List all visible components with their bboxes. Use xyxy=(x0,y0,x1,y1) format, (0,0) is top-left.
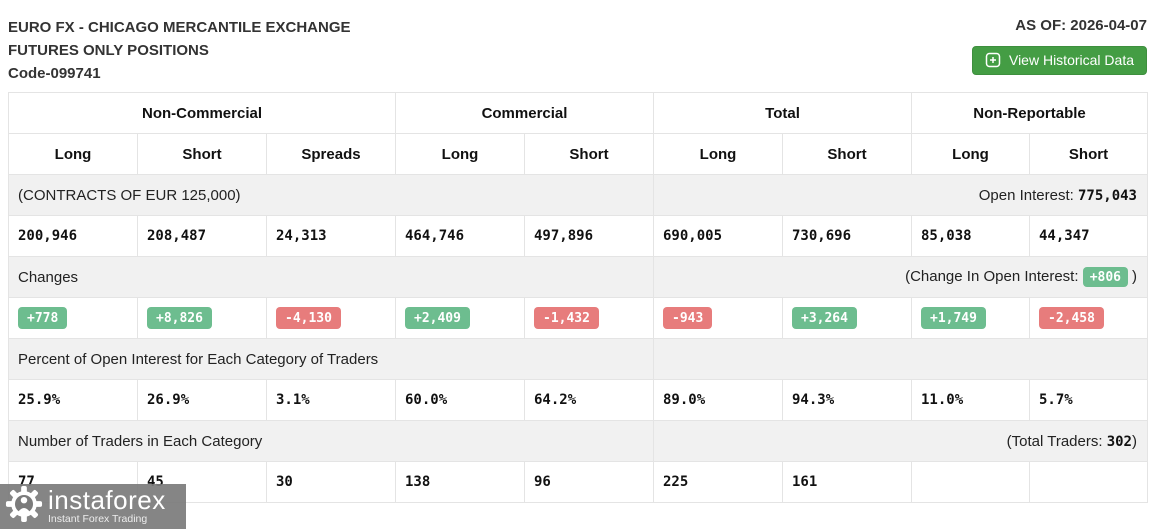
report-code: Code-099741 xyxy=(8,65,101,82)
change-cell: +1,749 xyxy=(911,297,1030,339)
positions-row: 200,946 208,487 24,313 464,746 497,896 6… xyxy=(8,215,1148,257)
percent-section-row: Percent of Open Interest for Each Catego… xyxy=(8,338,1148,380)
col-header-nc-short: Short xyxy=(137,133,267,175)
watermark-tagline: Instant Forex Trading xyxy=(48,513,148,525)
group-header-row: Non-Commercial Commercial Total Non-Repo… xyxy=(8,92,1148,134)
view-historical-data-label: View Historical Data xyxy=(1008,52,1134,68)
col-header-c-short: Short xyxy=(524,133,654,175)
percent-cell: 25.9% xyxy=(8,379,138,421)
percent-cell: 26.9% xyxy=(137,379,267,421)
position-cell: 464,746 xyxy=(395,215,525,257)
changes-section-row: Changes (Change In Open Interest: +806) xyxy=(8,256,1148,298)
open-interest-label: Open Interest: xyxy=(978,186,1078,204)
view-historical-data-button[interactable]: View Historical Data xyxy=(971,46,1147,75)
percent-cell: 64.2% xyxy=(524,379,654,421)
change-badge: -4,130 xyxy=(276,307,341,329)
change-badge: +3,264 xyxy=(792,307,857,329)
position-cell: 690,005 xyxy=(653,215,783,257)
total-traders-value: 302 xyxy=(1106,433,1132,450)
report-title-block: EURO FX - CHICAGO MERCANTILE EXCHANGE FU… xyxy=(8,16,351,85)
change-badge: +1,749 xyxy=(921,307,986,329)
change-cell: -4,130 xyxy=(266,297,396,339)
total-traders-suffix: ) xyxy=(1132,432,1137,450)
change-cell: +3,264 xyxy=(782,297,912,339)
col-header-t-long: Long xyxy=(653,133,783,175)
traders-cell: 138 xyxy=(395,461,525,503)
column-header-row: Long Short Spreads Long Short Long Short… xyxy=(8,133,1148,175)
changes-label: Changes xyxy=(8,256,654,298)
open-interest-value: 775,043 xyxy=(1077,187,1137,204)
col-header-nc-long: Long xyxy=(8,133,138,175)
group-header-noncommercial: Non-Commercial xyxy=(8,92,396,134)
col-header-t-short: Short xyxy=(782,133,912,175)
report-title-line-1: EURO FX - CHICAGO MERCANTILE EXCHANGE xyxy=(8,19,351,36)
col-header-nr-short: Short xyxy=(1029,133,1148,175)
percent-cell: 60.0% xyxy=(395,379,525,421)
change-cell: -2,458 xyxy=(1029,297,1148,339)
change-oi-suffix: ) xyxy=(1132,268,1137,285)
group-header-commercial: Commercial xyxy=(395,92,654,134)
change-cell: +2,409 xyxy=(395,297,525,339)
position-cell: 85,038 xyxy=(911,215,1030,257)
col-header-nc-spreads: Spreads xyxy=(266,133,396,175)
position-cell: 44,347 xyxy=(1029,215,1148,257)
traders-cell: 96 xyxy=(524,461,654,503)
traders-label: Number of Traders in Each Category xyxy=(8,420,654,462)
watermark-text: instaforex Instant Forex Trading xyxy=(48,485,166,525)
calendar-plus-icon xyxy=(985,52,1001,68)
traders-cell: 30 xyxy=(266,461,396,503)
traders-cell xyxy=(1029,461,1148,503)
position-cell: 200,946 xyxy=(8,215,138,257)
position-cell: 730,696 xyxy=(782,215,912,257)
position-cell: 208,487 xyxy=(137,215,267,257)
instaforex-watermark: instaforex Instant Forex Trading xyxy=(0,484,186,529)
header-right: AS OF: 2026-04-07 View Historical Data xyxy=(971,16,1147,75)
change-badge: -943 xyxy=(663,307,713,329)
change-cell: -943 xyxy=(653,297,783,339)
group-header-nonreportable: Non-Reportable xyxy=(911,92,1148,134)
traders-cell xyxy=(911,461,1030,503)
change-cell: +778 xyxy=(8,297,138,339)
traders-cell: 225 xyxy=(653,461,783,503)
percent-cell: 5.7% xyxy=(1029,379,1148,421)
percent-empty-cell xyxy=(653,338,1148,380)
change-badge: +778 xyxy=(18,307,68,329)
as-of-date-label: AS OF: 2026-04-07 xyxy=(1015,17,1147,34)
percent-cell: 11.0% xyxy=(911,379,1030,421)
col-header-c-long: Long xyxy=(395,133,525,175)
traders-section-row: Number of Traders in Each Category (Tota… xyxy=(8,420,1148,462)
col-header-nr-long: Long xyxy=(911,133,1030,175)
changes-row: +778 +8,826 -4,130 +2,409 -1,432 -943 +3… xyxy=(8,297,1148,339)
percent-label: Percent of Open Interest for Each Catego… xyxy=(8,338,654,380)
instaforex-gear-logo-icon xyxy=(5,485,43,528)
contracts-label: (CONTRACTS OF EUR 125,000) xyxy=(8,174,654,216)
traders-cell: 161 xyxy=(782,461,912,503)
contracts-section-row: (CONTRACTS OF EUR 125,000) Open Interest… xyxy=(8,174,1148,216)
percent-cell: 89.0% xyxy=(653,379,783,421)
change-badge: +8,826 xyxy=(147,307,212,329)
open-interest-cell: Open Interest: 775,043 xyxy=(653,174,1148,216)
total-traders-cell: (Total Traders: 302) xyxy=(653,420,1148,462)
change-badge: -1,432 xyxy=(534,307,599,329)
percents-row: 25.9% 26.9% 3.1% 60.0% 64.2% 89.0% 94.3%… xyxy=(8,379,1148,421)
cot-table: Non-Commercial Commercial Total Non-Repo… xyxy=(8,92,1148,503)
page-header: EURO FX - CHICAGO MERCANTILE EXCHANGE FU… xyxy=(0,0,1155,85)
position-cell: 497,896 xyxy=(524,215,654,257)
report-title-line-2: FUTURES ONLY POSITIONS xyxy=(8,42,209,59)
change-badge: -2,458 xyxy=(1039,307,1104,329)
group-header-total: Total xyxy=(653,92,912,134)
position-cell: 24,313 xyxy=(266,215,396,257)
change-cell: +8,826 xyxy=(137,297,267,339)
change-oi-label: (Change In Open Interest: xyxy=(905,268,1083,285)
percent-cell: 94.3% xyxy=(782,379,912,421)
change-badge: +2,409 xyxy=(405,307,470,329)
watermark-brand-name: instaforex xyxy=(48,485,166,515)
percent-cell: 3.1% xyxy=(266,379,396,421)
change-open-interest-cell: (Change In Open Interest: +806) xyxy=(653,256,1148,298)
total-traders-label: (Total Traders: xyxy=(1006,432,1107,450)
change-cell: -1,432 xyxy=(524,297,654,339)
change-oi-badge: +806 xyxy=(1082,267,1128,287)
